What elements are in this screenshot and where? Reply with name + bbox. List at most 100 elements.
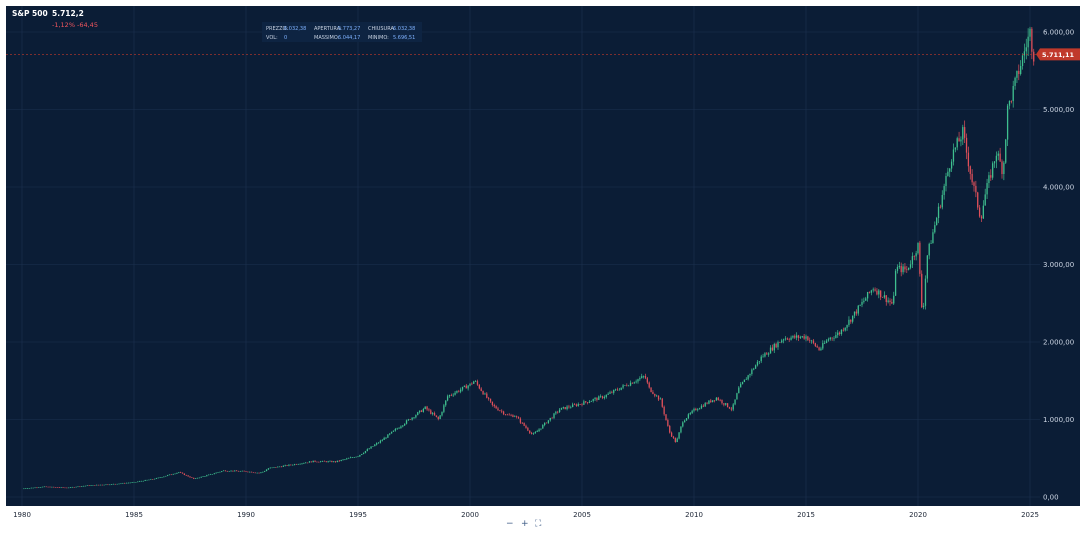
candle[interactable] — [60, 487, 62, 488]
candle[interactable] — [1023, 43, 1026, 64]
candle[interactable] — [146, 479, 148, 481]
candle[interactable] — [810, 339, 813, 344]
zoom-in-icon[interactable]: + — [521, 519, 529, 529]
candle[interactable] — [318, 461, 320, 463]
candle[interactable] — [36, 487, 38, 489]
candle[interactable] — [224, 470, 227, 472]
candle[interactable] — [441, 411, 443, 417]
candle[interactable] — [915, 250, 917, 261]
candle[interactable] — [422, 407, 424, 413]
candle[interactable] — [28, 487, 31, 489]
candle[interactable] — [577, 402, 579, 407]
candle[interactable] — [995, 151, 998, 169]
candle[interactable] — [331, 460, 333, 463]
candle[interactable] — [827, 337, 830, 342]
candle[interactable] — [357, 456, 359, 458]
candle[interactable] — [426, 405, 428, 411]
candle[interactable] — [101, 484, 103, 486]
candle[interactable] — [68, 487, 70, 489]
candle[interactable] — [586, 402, 589, 405]
candle[interactable] — [911, 252, 914, 268]
candle[interactable] — [54, 487, 57, 488]
candle[interactable] — [305, 462, 307, 464]
candle[interactable] — [885, 295, 887, 306]
candle[interactable] — [1006, 103, 1009, 147]
candle[interactable] — [308, 461, 311, 463]
candle[interactable] — [775, 342, 777, 349]
candle[interactable] — [204, 476, 206, 477]
candle[interactable] — [665, 414, 667, 421]
candle[interactable] — [237, 470, 240, 472]
candle[interactable] — [753, 367, 755, 371]
candle[interactable] — [187, 475, 189, 477]
candle[interactable] — [624, 385, 626, 386]
candle[interactable] — [1016, 70, 1018, 84]
candle[interactable] — [922, 302, 925, 310]
candle[interactable] — [329, 460, 331, 462]
candle[interactable] — [812, 339, 815, 345]
candle[interactable] — [652, 390, 654, 395]
candle[interactable] — [1010, 100, 1012, 104]
candle[interactable] — [631, 382, 634, 384]
candle[interactable] — [152, 479, 154, 480]
candle[interactable] — [777, 340, 779, 350]
candle[interactable] — [56, 487, 59, 488]
candle[interactable] — [740, 382, 742, 388]
fullscreen-icon[interactable]: ⛶ — [534, 518, 542, 529]
candle[interactable] — [230, 470, 232, 472]
candle[interactable] — [913, 255, 915, 261]
candle[interactable] — [547, 420, 550, 424]
candle[interactable] — [473, 380, 475, 384]
candle[interactable] — [906, 265, 908, 274]
candle[interactable] — [69, 486, 72, 488]
candle[interactable] — [588, 399, 591, 404]
candle[interactable] — [445, 400, 447, 407]
candle[interactable] — [176, 472, 178, 474]
candle[interactable] — [818, 346, 820, 352]
candle[interactable] — [394, 427, 396, 432]
candle[interactable] — [73, 486, 75, 488]
candle[interactable] — [736, 392, 738, 400]
candle[interactable] — [364, 450, 367, 454]
candle[interactable] — [148, 479, 150, 481]
candle[interactable] — [880, 290, 882, 301]
candle[interactable] — [889, 298, 891, 306]
candle[interactable] — [138, 480, 141, 482]
candle[interactable] — [133, 481, 135, 483]
candle[interactable] — [741, 381, 744, 385]
candle[interactable] — [728, 406, 731, 409]
candle[interactable] — [527, 426, 529, 432]
candle[interactable] — [172, 473, 174, 475]
candle[interactable] — [217, 472, 219, 473]
candle[interactable] — [896, 264, 899, 274]
candle[interactable] — [247, 471, 249, 473]
candle[interactable] — [366, 448, 368, 452]
candle[interactable] — [993, 161, 996, 168]
candle[interactable] — [209, 473, 212, 475]
candle[interactable] — [282, 465, 284, 467]
candle[interactable] — [1008, 100, 1011, 110]
candle[interactable] — [43, 486, 46, 488]
candle[interactable] — [704, 402, 706, 407]
candle[interactable] — [38, 487, 40, 488]
candle[interactable] — [986, 178, 988, 199]
candle[interactable] — [264, 470, 266, 473]
candle[interactable] — [676, 437, 678, 443]
candle[interactable] — [333, 461, 335, 463]
candle[interactable] — [633, 381, 635, 384]
candle[interactable] — [603, 395, 606, 400]
candle[interactable] — [782, 338, 785, 344]
candle[interactable] — [656, 394, 658, 397]
candle[interactable] — [157, 477, 159, 479]
candle[interactable] — [155, 477, 158, 480]
candle[interactable] — [669, 424, 671, 434]
candle[interactable] — [980, 215, 983, 223]
candle[interactable] — [295, 463, 298, 465]
candle[interactable] — [706, 402, 708, 405]
candle[interactable] — [773, 342, 775, 354]
candle[interactable] — [250, 471, 253, 473]
candle[interactable] — [984, 188, 986, 206]
candle[interactable] — [58, 487, 60, 488]
candle[interactable] — [814, 342, 816, 347]
candle[interactable] — [848, 316, 850, 327]
